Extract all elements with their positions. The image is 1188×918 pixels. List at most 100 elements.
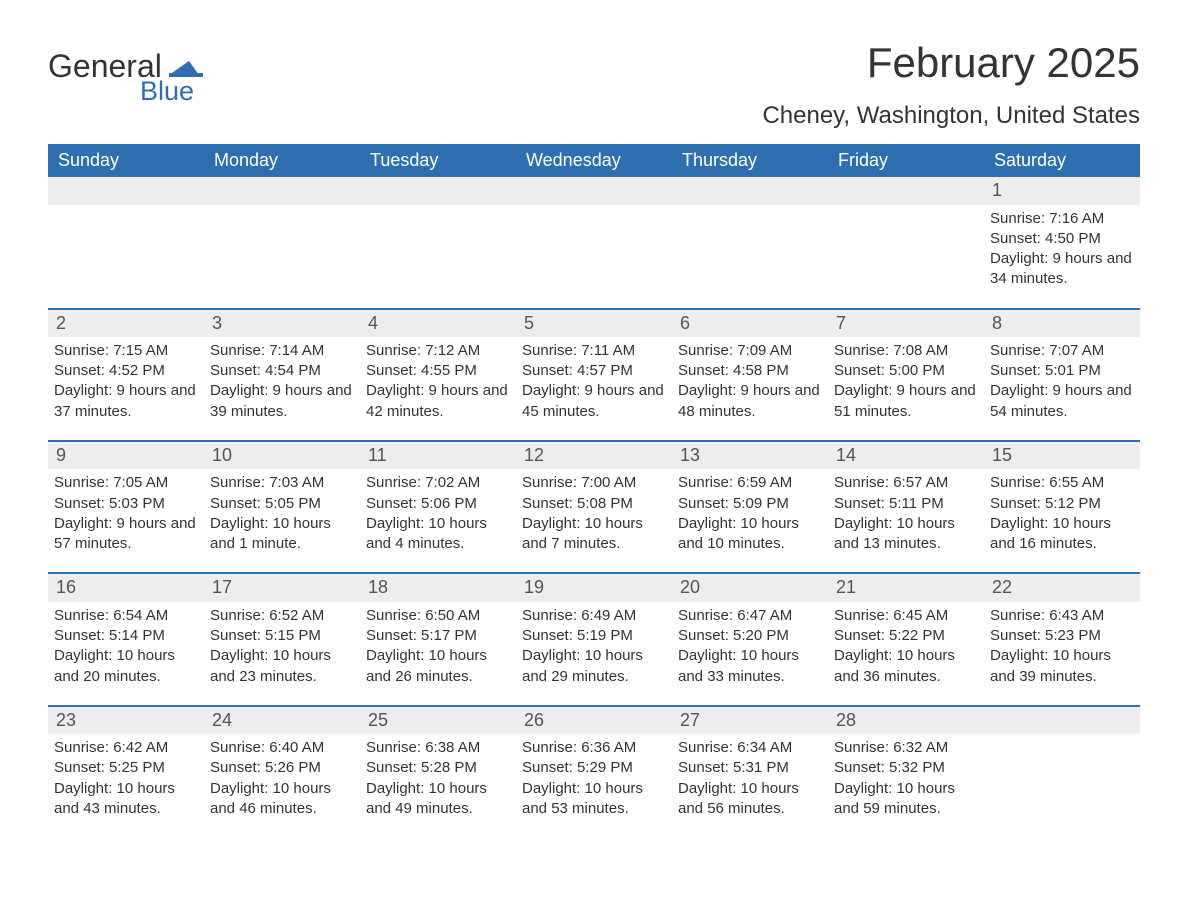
day-cell: 27Sunrise: 6:34 AMSunset: 5:31 PMDayligh…	[672, 707, 828, 819]
sunset-text: Sunset: 5:25 PM	[54, 758, 198, 778]
day-body: Sunrise: 6:47 AMSunset: 5:20 PMDaylight:…	[672, 602, 828, 687]
day-body	[672, 205, 828, 209]
day-cell: 23Sunrise: 6:42 AMSunset: 5:25 PMDayligh…	[48, 707, 204, 819]
sunrise-text: Sunrise: 7:08 AM	[834, 341, 978, 361]
sunset-text: Sunset: 5:06 PM	[366, 494, 510, 514]
day-body: Sunrise: 7:08 AMSunset: 5:00 PMDaylight:…	[828, 337, 984, 422]
month-title: February 2025	[762, 40, 1140, 86]
day-body: Sunrise: 7:00 AMSunset: 5:08 PMDaylight:…	[516, 469, 672, 554]
sunrise-text: Sunrise: 7:02 AM	[366, 473, 510, 493]
day-cell: 21Sunrise: 6:45 AMSunset: 5:22 PMDayligh…	[828, 574, 984, 686]
daylight-text: Daylight: 10 hours and 49 minutes.	[366, 779, 510, 820]
dow-saturday: Saturday	[984, 144, 1140, 177]
day-cell: 19Sunrise: 6:49 AMSunset: 5:19 PMDayligh…	[516, 574, 672, 686]
day-cell	[672, 177, 828, 289]
day-cell: 7Sunrise: 7:08 AMSunset: 5:00 PMDaylight…	[828, 310, 984, 422]
day-number	[672, 177, 828, 204]
day-body: Sunrise: 6:50 AMSunset: 5:17 PMDaylight:…	[360, 602, 516, 687]
sunset-text: Sunset: 4:54 PM	[210, 361, 354, 381]
day-cell: 11Sunrise: 7:02 AMSunset: 5:06 PMDayligh…	[360, 442, 516, 554]
day-body: Sunrise: 7:02 AMSunset: 5:06 PMDaylight:…	[360, 469, 516, 554]
day-number	[204, 177, 360, 204]
day-cell: 14Sunrise: 6:57 AMSunset: 5:11 PMDayligh…	[828, 442, 984, 554]
sunset-text: Sunset: 5:12 PM	[990, 494, 1134, 514]
day-number: 17	[204, 574, 360, 601]
day-cell: 28Sunrise: 6:32 AMSunset: 5:32 PMDayligh…	[828, 707, 984, 819]
day-cell: 16Sunrise: 6:54 AMSunset: 5:14 PMDayligh…	[48, 574, 204, 686]
sunset-text: Sunset: 5:00 PM	[834, 361, 978, 381]
day-number: 12	[516, 442, 672, 469]
sunrise-text: Sunrise: 6:50 AM	[366, 606, 510, 626]
title-block: February 2025 Cheney, Washington, United…	[762, 40, 1140, 130]
sunrise-text: Sunrise: 7:09 AM	[678, 341, 822, 361]
daylight-text: Daylight: 10 hours and 26 minutes.	[366, 646, 510, 687]
sunset-text: Sunset: 4:50 PM	[990, 229, 1134, 249]
daylight-text: Daylight: 10 hours and 36 minutes.	[834, 646, 978, 687]
calendar-grid: Sunday Monday Tuesday Wednesday Thursday…	[48, 144, 1140, 819]
daylight-text: Daylight: 9 hours and 57 minutes.	[54, 514, 198, 555]
day-number: 14	[828, 442, 984, 469]
sunset-text: Sunset: 5:20 PM	[678, 626, 822, 646]
day-cell: 4Sunrise: 7:12 AMSunset: 4:55 PMDaylight…	[360, 310, 516, 422]
sunrise-text: Sunrise: 7:16 AM	[990, 209, 1134, 229]
day-cell	[48, 177, 204, 289]
day-cell: 17Sunrise: 6:52 AMSunset: 5:15 PMDayligh…	[204, 574, 360, 686]
sunrise-text: Sunrise: 7:12 AM	[366, 341, 510, 361]
day-body: Sunrise: 6:40 AMSunset: 5:26 PMDaylight:…	[204, 734, 360, 819]
sunrise-text: Sunrise: 6:42 AM	[54, 738, 198, 758]
day-number: 27	[672, 707, 828, 734]
day-number: 23	[48, 707, 204, 734]
day-cell: 26Sunrise: 6:36 AMSunset: 5:29 PMDayligh…	[516, 707, 672, 819]
dow-monday: Monday	[204, 144, 360, 177]
day-number: 10	[204, 442, 360, 469]
day-body: Sunrise: 6:43 AMSunset: 5:23 PMDaylight:…	[984, 602, 1140, 687]
day-cell: 8Sunrise: 7:07 AMSunset: 5:01 PMDaylight…	[984, 310, 1140, 422]
week-row: 16Sunrise: 6:54 AMSunset: 5:14 PMDayligh…	[48, 572, 1140, 686]
daylight-text: Daylight: 10 hours and 23 minutes.	[210, 646, 354, 687]
day-of-week-header: Sunday Monday Tuesday Wednesday Thursday…	[48, 144, 1140, 177]
day-number: 16	[48, 574, 204, 601]
day-number: 20	[672, 574, 828, 601]
dow-friday: Friday	[828, 144, 984, 177]
day-cell: 22Sunrise: 6:43 AMSunset: 5:23 PMDayligh…	[984, 574, 1140, 686]
day-number	[828, 177, 984, 204]
sunset-text: Sunset: 5:26 PM	[210, 758, 354, 778]
day-number	[984, 707, 1140, 734]
day-body	[360, 205, 516, 209]
day-body: Sunrise: 6:45 AMSunset: 5:22 PMDaylight:…	[828, 602, 984, 687]
dow-wednesday: Wednesday	[516, 144, 672, 177]
day-number: 21	[828, 574, 984, 601]
sunset-text: Sunset: 4:58 PM	[678, 361, 822, 381]
sunset-text: Sunset: 5:08 PM	[522, 494, 666, 514]
day-cell: 1Sunrise: 7:16 AMSunset: 4:50 PMDaylight…	[984, 177, 1140, 289]
daylight-text: Daylight: 10 hours and 16 minutes.	[990, 514, 1134, 555]
sunrise-text: Sunrise: 6:59 AM	[678, 473, 822, 493]
sunrise-text: Sunrise: 7:07 AM	[990, 341, 1134, 361]
day-body: Sunrise: 7:14 AMSunset: 4:54 PMDaylight:…	[204, 337, 360, 422]
day-body: Sunrise: 6:38 AMSunset: 5:28 PMDaylight:…	[360, 734, 516, 819]
day-number: 13	[672, 442, 828, 469]
day-number: 24	[204, 707, 360, 734]
day-number: 9	[48, 442, 204, 469]
weeks-container: 1Sunrise: 7:16 AMSunset: 4:50 PMDaylight…	[48, 177, 1140, 819]
day-number: 3	[204, 310, 360, 337]
daylight-text: Daylight: 10 hours and 20 minutes.	[54, 646, 198, 687]
dow-sunday: Sunday	[48, 144, 204, 177]
day-number	[48, 177, 204, 204]
day-number: 5	[516, 310, 672, 337]
daylight-text: Daylight: 10 hours and 4 minutes.	[366, 514, 510, 555]
day-number: 28	[828, 707, 984, 734]
daylight-text: Daylight: 10 hours and 53 minutes.	[522, 779, 666, 820]
week-row: 9Sunrise: 7:05 AMSunset: 5:03 PMDaylight…	[48, 440, 1140, 554]
day-body: Sunrise: 7:09 AMSunset: 4:58 PMDaylight:…	[672, 337, 828, 422]
sunset-text: Sunset: 5:14 PM	[54, 626, 198, 646]
day-cell	[204, 177, 360, 289]
day-cell: 6Sunrise: 7:09 AMSunset: 4:58 PMDaylight…	[672, 310, 828, 422]
sunset-text: Sunset: 4:52 PM	[54, 361, 198, 381]
day-cell: 3Sunrise: 7:14 AMSunset: 4:54 PMDaylight…	[204, 310, 360, 422]
daylight-text: Daylight: 9 hours and 51 minutes.	[834, 381, 978, 422]
brand-logo: General Blue	[48, 40, 203, 105]
page-header: General Blue February 2025 Cheney, Washi…	[48, 40, 1140, 130]
day-cell: 9Sunrise: 7:05 AMSunset: 5:03 PMDaylight…	[48, 442, 204, 554]
daylight-text: Daylight: 10 hours and 59 minutes.	[834, 779, 978, 820]
